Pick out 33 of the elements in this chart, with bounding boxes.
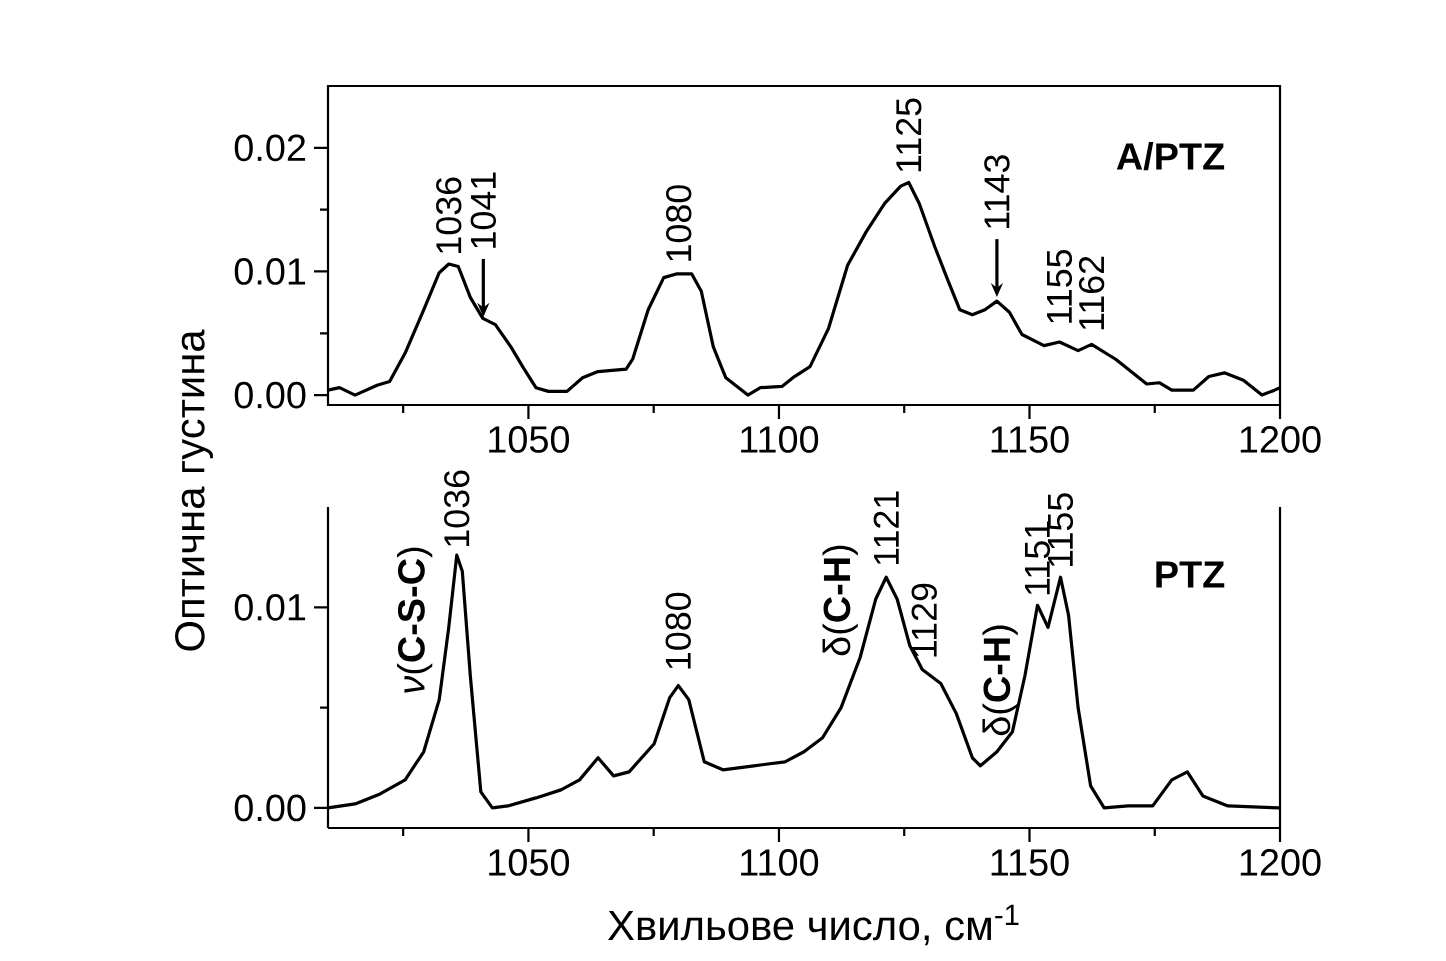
annotation: 1162 [1078, 256, 1105, 330]
annotation: 1036 [444, 470, 470, 547]
x-tick-label: 1200 [1240, 849, 1321, 876]
annotation: 1129 [911, 583, 937, 657]
annotation: 1041 [470, 172, 497, 248]
annotation: 1155 [1048, 493, 1074, 567]
x-tick-label: 1100 [741, 849, 819, 876]
annotation: δ(C-H) [982, 625, 1018, 736]
annotation: 1151 [1024, 521, 1051, 595]
annotation: 1121 [873, 491, 899, 565]
annotation: 1143 [984, 155, 1010, 229]
annotation: 1125 [896, 98, 922, 172]
annotation: 1080 [666, 185, 692, 261]
y-tick-label: 0.01 [234, 593, 306, 621]
y-tick-label: 0.00 [234, 381, 306, 409]
annotation: 1036 [436, 177, 462, 253]
annotation: PTZ [1156, 561, 1225, 588]
y-tick-label: 0.00 [234, 794, 306, 822]
annotation: δ(C-H) [822, 545, 858, 656]
y-tick-label: 0.01 [234, 258, 306, 285]
x-tick-label: 1200 [1240, 426, 1321, 453]
x-axis-title: Хвильове число, см$^{-1}$ [608, 904, 1019, 946]
y-tick-label: 0.02 [234, 134, 306, 162]
y-axis-title: Оптична густина [175, 329, 213, 651]
x-tick-label: 1050 [489, 849, 570, 876]
annotation: ν(C-S-C) [397, 547, 433, 693]
annotation: A/PTZ [1116, 142, 1225, 171]
x-tick-label: 1150 [991, 849, 1069, 876]
annotation: 1080 [665, 592, 691, 669]
x-tick-label: 1050 [489, 426, 570, 453]
annotation: 1155 [1047, 249, 1073, 323]
x-tick-label: 1100 [741, 426, 819, 453]
x-tick-label: 1150 [991, 426, 1069, 453]
